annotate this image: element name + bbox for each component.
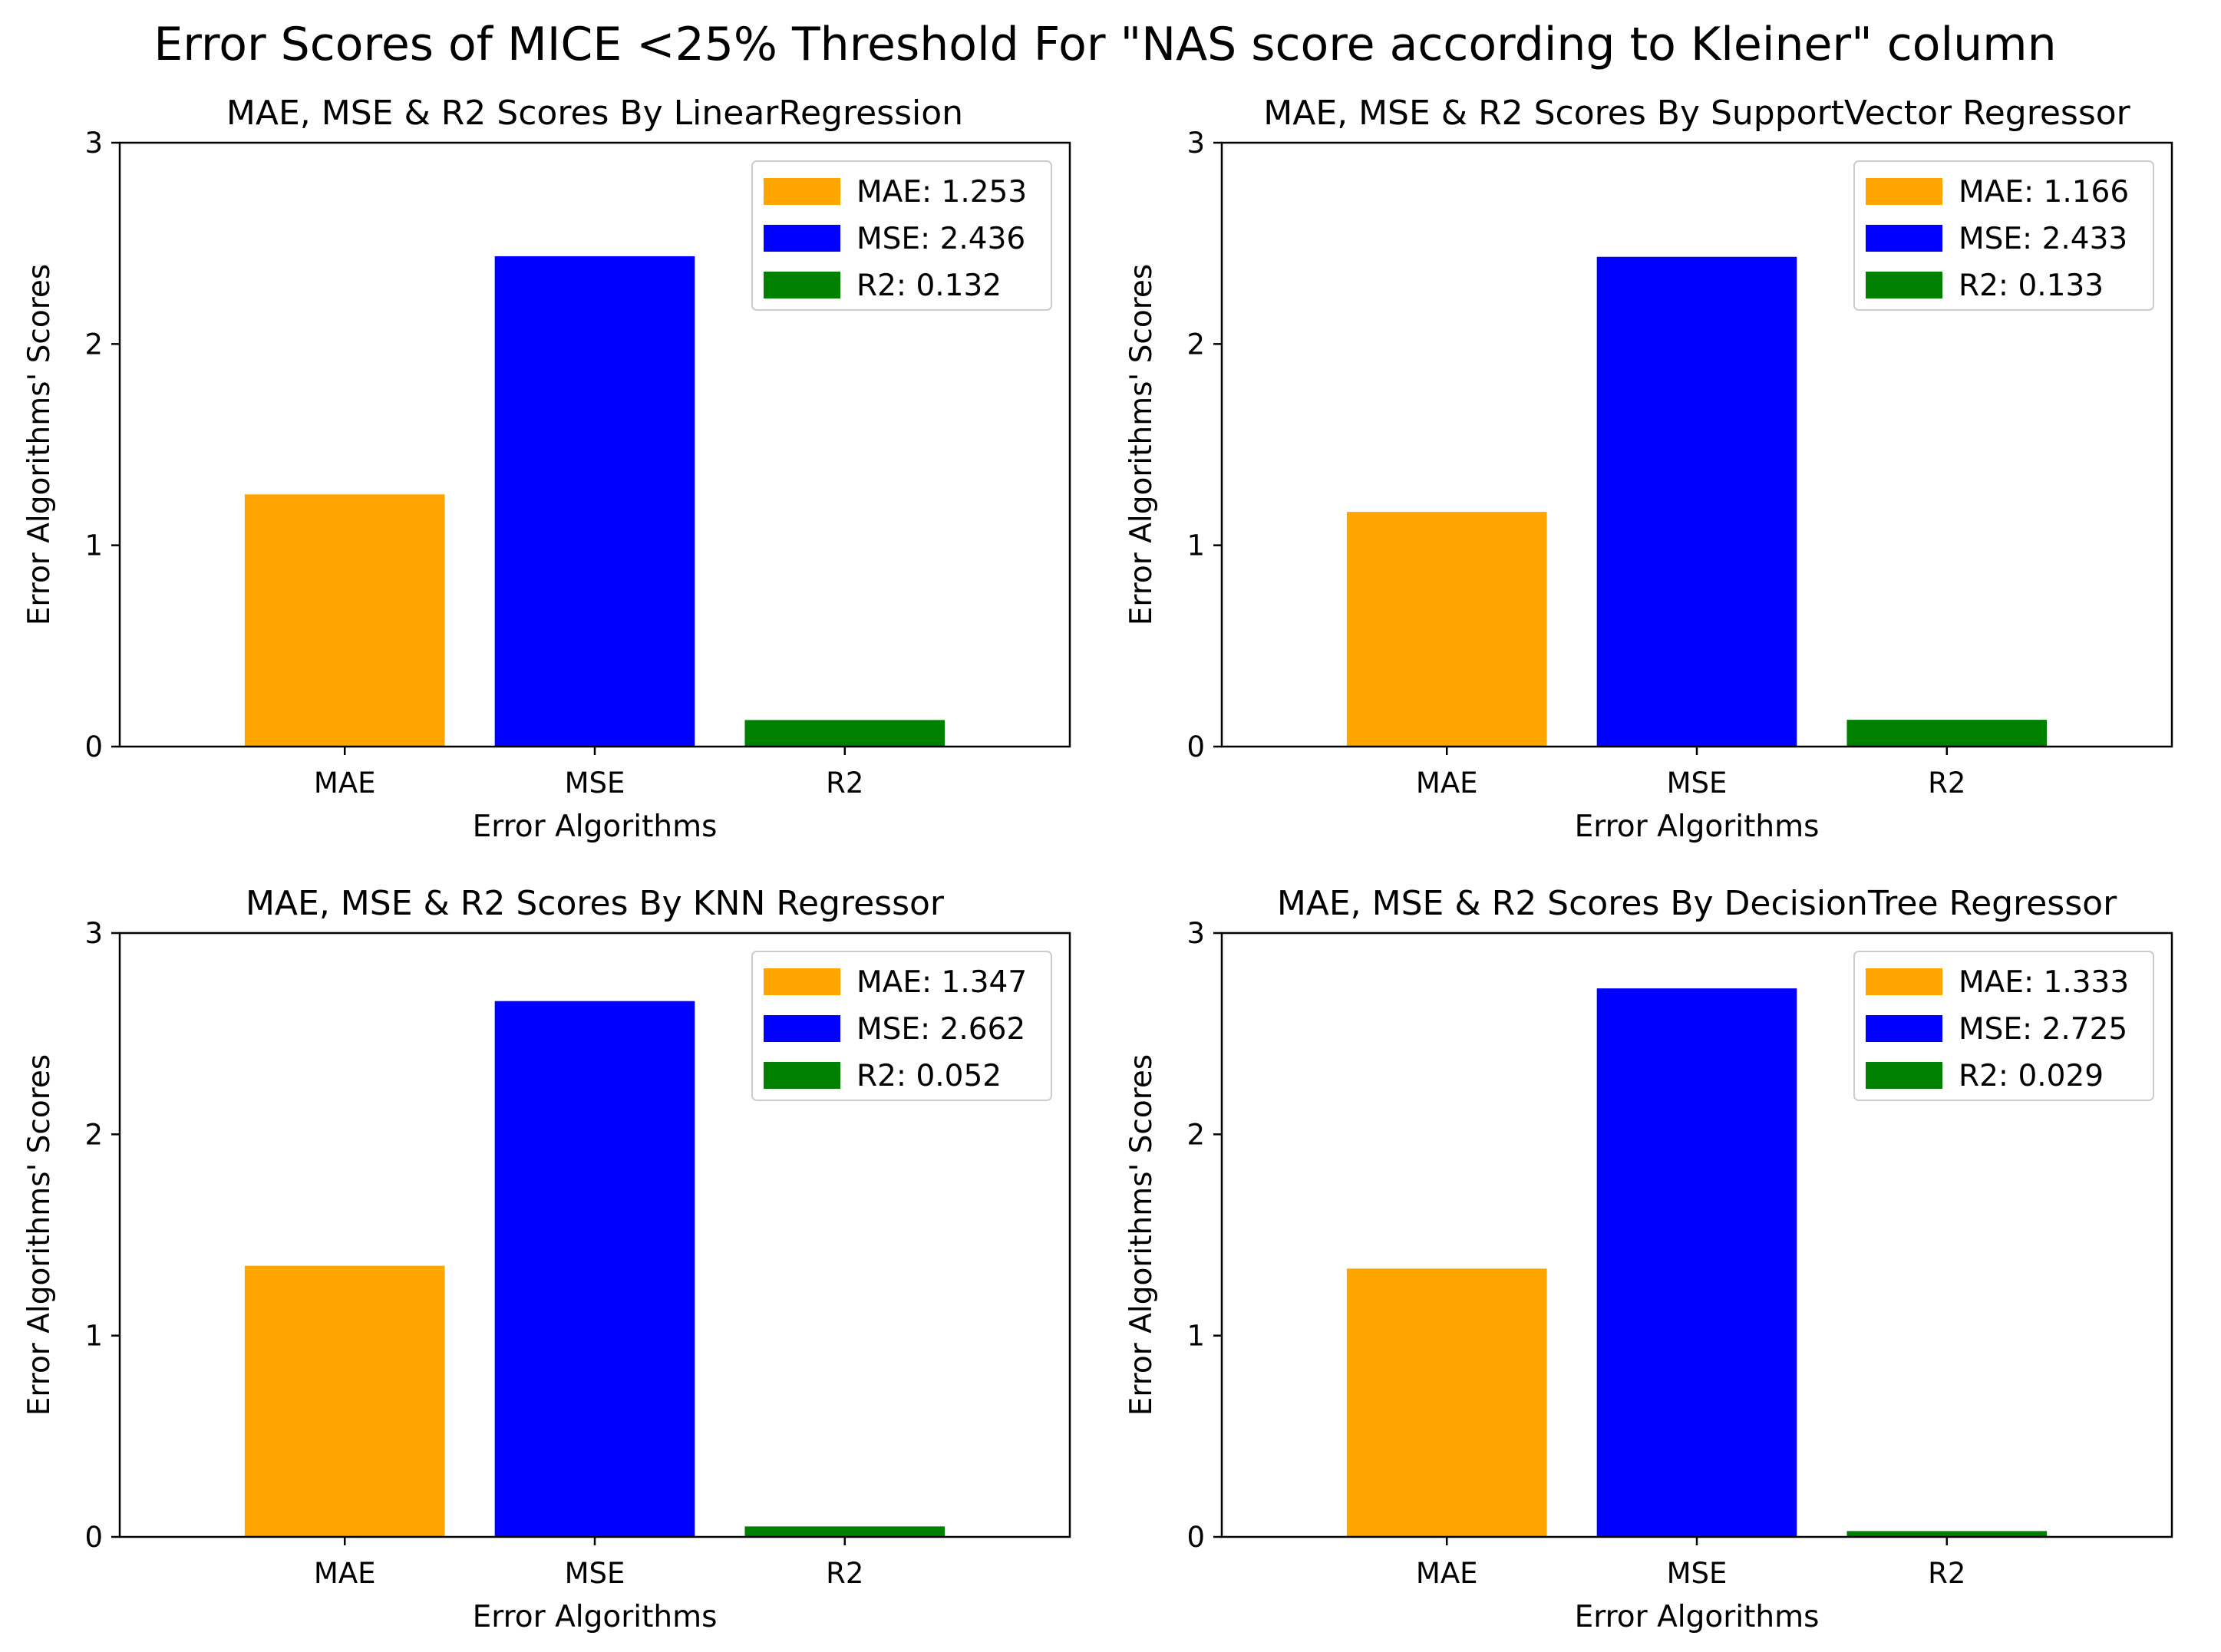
legend-entry: MSE: 2.433 — [1959, 222, 2127, 256]
legend-swatch — [764, 968, 840, 995]
legend-entry: MAE: 1.347 — [856, 965, 1027, 1000]
x-tick-label: R2 — [1928, 767, 1965, 800]
subplot-title: MAE, MSE & R2 Scores By DecisionTree Reg… — [1277, 884, 2117, 923]
y-tick-label: 3 — [84, 917, 103, 950]
x-tick-label: MAE — [1416, 1557, 1478, 1590]
legend: MAE: 1.333 MSE: 2.725 R2: 0.029 — [1853, 951, 2154, 1101]
y-axis-label: Error Algorithms' Scores — [1124, 1054, 1159, 1416]
y-tick-label: 1 — [1186, 1320, 1205, 1353]
x-tick-label: MAE — [314, 1557, 376, 1590]
y-tick-label: 0 — [84, 730, 103, 763]
legend-swatch — [1866, 968, 1942, 995]
x-tick-label: MSE — [565, 1557, 625, 1590]
legend-swatch — [1866, 1062, 1942, 1089]
y-tick-label: 2 — [84, 1118, 103, 1151]
y-tick-label: 0 — [84, 1521, 103, 1554]
legend-swatch — [764, 178, 840, 205]
legend-entry: MSE: 2.436 — [856, 222, 1025, 256]
bar-mse — [494, 256, 695, 747]
legend: MAE: 1.166 MSE: 2.433 R2: 0.133 — [1853, 160, 2154, 311]
legend-entry: R2: 0.133 — [1959, 269, 2104, 303]
x-axis-label: Error Algorithms — [473, 1600, 718, 1634]
bar-mae — [1346, 1268, 1547, 1537]
subplot-3: MAE, MSE & R2 Scores By KNN Regressor 0 1 2… — [22, 884, 1071, 1634]
y-tick-label: 2 — [84, 328, 103, 361]
legend-swatch — [1866, 178, 1942, 205]
y-tick-label: 2 — [1186, 1118, 1205, 1151]
figure-suptitle: Error Scores of MICE <25% Threshold For … — [153, 18, 2056, 71]
legend-swatch — [764, 272, 840, 298]
subplot-title: MAE, MSE & R2 Scores By KNN Regressor — [246, 884, 945, 923]
subplot-title: MAE, MSE & R2 Scores By SupportVector Re… — [1263, 94, 2130, 133]
legend-entry: R2: 0.029 — [1959, 1059, 2104, 1093]
subplot-4: MAE, MSE & R2 Scores By DecisionTree Reg… — [1124, 884, 2173, 1634]
legend-entry: MAE: 1.333 — [1959, 965, 2129, 1000]
y-tick-label: 0 — [1186, 1521, 1205, 1554]
bar-mae — [244, 494, 445, 747]
legend-entry: R2: 0.132 — [856, 269, 1002, 303]
bar-mse — [494, 1001, 695, 1537]
x-tick-label: R2 — [1928, 1557, 1965, 1590]
y-axis-label: Error Algorithms' Scores — [1124, 264, 1159, 625]
legend-swatch — [764, 1062, 840, 1089]
bar-r2 — [1846, 720, 2048, 747]
y-tick-label: 1 — [84, 1320, 103, 1353]
bar-mae — [244, 1265, 445, 1537]
x-axis-label: Error Algorithms — [1575, 1600, 1820, 1634]
y-tick-label: 2 — [1186, 328, 1205, 361]
legend-entry: R2: 0.052 — [856, 1059, 1002, 1093]
y-tick-label: 3 — [1186, 127, 1205, 160]
x-tick-label: MAE — [314, 767, 376, 800]
x-tick-label: R2 — [826, 1557, 863, 1590]
x-axis-label: Error Algorithms — [1575, 810, 1820, 844]
x-tick-label: R2 — [826, 767, 863, 800]
legend-swatch — [764, 225, 840, 252]
subplots: MAE, MSE & R2 Scores By LinearRegression… — [22, 94, 2173, 1634]
legend: MAE: 1.253 MSE: 2.436 R2: 0.132 — [751, 160, 1052, 311]
legend-swatch — [764, 1015, 840, 1042]
legend-entry: MAE: 1.166 — [1959, 175, 2129, 209]
y-tick-label: 1 — [84, 529, 103, 562]
bar-mae — [1346, 512, 1547, 747]
x-axis-label: Error Algorithms — [473, 810, 718, 844]
y-tick-label: 1 — [1186, 529, 1205, 562]
y-tick-label: 0 — [1186, 730, 1205, 763]
legend-swatch — [1866, 1015, 1942, 1042]
legend: MAE: 1.347 MSE: 2.662 R2: 0.052 — [751, 951, 1052, 1101]
bar-mse — [1596, 988, 1797, 1537]
subplot-1: MAE, MSE & R2 Scores By LinearRegression… — [22, 94, 1071, 844]
bar-r2 — [1846, 1531, 2048, 1537]
y-tick-label: 3 — [1186, 917, 1205, 950]
subplot-2: MAE, MSE & R2 Scores By SupportVector Re… — [1124, 94, 2173, 844]
subplot-title: MAE, MSE & R2 Scores By LinearRegression — [226, 94, 963, 133]
y-axis-label: Error Algorithms' Scores — [22, 1054, 57, 1416]
x-tick-label: MSE — [1667, 1557, 1728, 1590]
x-tick-label: MSE — [565, 767, 625, 800]
legend-entry: MAE: 1.253 — [856, 175, 1027, 209]
legend-swatch — [1866, 272, 1942, 298]
legend-entry: MSE: 2.662 — [856, 1012, 1025, 1047]
y-axis-label: Error Algorithms' Scores — [22, 264, 57, 625]
bar-r2 — [744, 720, 945, 747]
bar-mse — [1596, 256, 1797, 747]
legend-entry: MSE: 2.725 — [1959, 1012, 2127, 1047]
legend-swatch — [1866, 225, 1942, 252]
x-tick-label: MAE — [1416, 767, 1478, 800]
x-tick-label: MSE — [1667, 767, 1728, 800]
y-tick-label: 3 — [84, 127, 103, 160]
bar-r2 — [744, 1526, 945, 1537]
